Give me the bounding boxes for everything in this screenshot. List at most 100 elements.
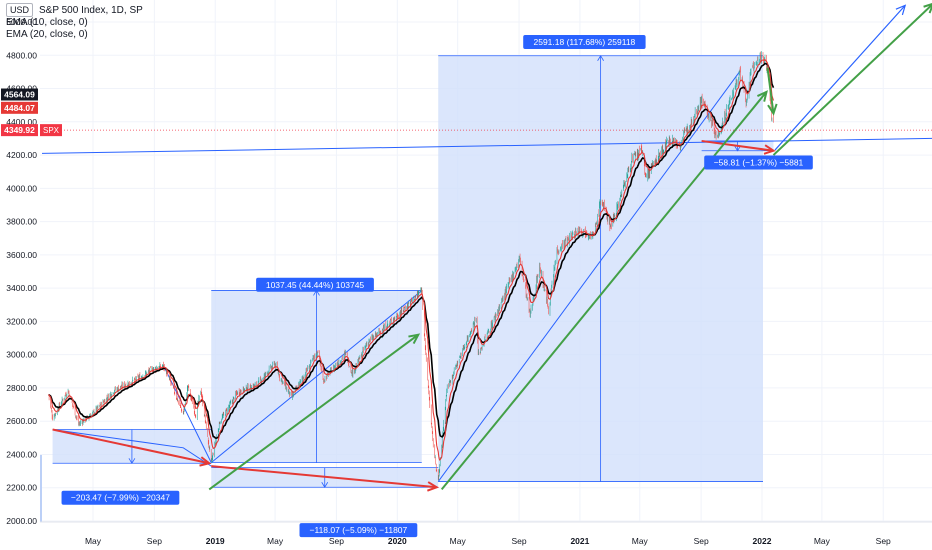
y-tick-label: 3400.00: [6, 283, 37, 293]
measure-arrowhead: [128, 458, 136, 465]
red-arrow-shaft: [211, 465, 437, 489]
measure-labels: 1037.45 (44.44%) 103745 2591.18 (117.68%)…: [61, 34, 813, 538]
x-tick-label: May: [450, 536, 467, 546]
measure-label-text: 2591.18 (117.68%) 259118: [534, 37, 636, 47]
ema20-line: [48, 62, 775, 440]
price-tag: 4349.92 SPX: [1, 124, 62, 137]
price-tag: 4484.07: [1, 101, 38, 114]
y-tick-label: 5000.00: [6, 17, 37, 27]
measure-label-text: −58.81 (−1.37%) −5881: [714, 158, 804, 168]
price-tag-text: 4564.09: [4, 90, 35, 100]
measure-ranges[interactable]: [52, 54, 774, 489]
x-tick-label: 2021: [570, 536, 589, 546]
axis-highlight: [40, 455, 42, 522]
measure-arrowhead: [597, 54, 604, 61]
x-tick-label: Sep: [511, 536, 526, 546]
y-tick-label: 2200.00: [6, 483, 37, 493]
price-tag-bg: [1, 124, 38, 137]
red-arrow-shaft: [52, 428, 210, 465]
x-tick-label: 2020: [388, 536, 407, 546]
red-arrow-head: [763, 144, 776, 155]
measure-label: −58.81 (−1.37%) −5881: [704, 155, 813, 170]
currency-badge[interactable]: USD: [6, 3, 34, 17]
measure-label-bg: [704, 155, 813, 170]
y-tick-label: 2800.00: [6, 383, 37, 393]
green-arrow[interactable]: [772, 3, 932, 156]
price-axis-bg: [0, 0, 40, 550]
measure-label-bg: [256, 277, 374, 292]
x-tick-label: Sep: [329, 536, 344, 546]
y-tick-label: 4200.00: [6, 150, 37, 160]
blue-arrow-head: [895, 4, 907, 16]
y-tick-label: 3600.00: [6, 250, 37, 260]
measure-label-text: 1037.45 (44.44%) 103745: [266, 280, 365, 290]
red-arrow-head: [427, 481, 440, 492]
trendline[interactable]: [437, 70, 741, 482]
y-tick-label: 2600.00: [6, 416, 37, 426]
measure-label-bg: [61, 490, 180, 505]
x-tick-label: Sep: [694, 536, 709, 546]
measure-label: −203.47 (−7.99%) −20347: [61, 490, 180, 505]
measure-label: 1037.45 (44.44%) 103745: [256, 277, 374, 292]
legend-title-row: USD S&P 500 Index, 1D, SP: [6, 3, 143, 17]
y-tick-label: 4400.00: [6, 117, 37, 127]
y-tick-label: 2000.00: [6, 516, 37, 526]
measure-label: 2591.18 (117.68%) 259118: [523, 34, 646, 49]
price-tag-bg: [1, 88, 38, 101]
x-tick-label: 2022: [753, 536, 772, 546]
y-tick-label: 3000.00: [6, 350, 37, 360]
red-arrow[interactable]: [701, 139, 776, 155]
measure-label-text: −118.07 (−5.09%) −11807: [310, 525, 408, 535]
price-tag-text: 4484.07: [4, 103, 35, 113]
trendline[interactable]: [52, 429, 212, 467]
y-tick-label: 2400.00: [6, 449, 37, 459]
y-tick-label: 3800.00: [6, 217, 37, 227]
time-axis[interactable]: May Sep 2019 May Sep 2020 May Sep 2021 May Sep 2022…: [40, 521, 932, 546]
red-arrow[interactable]: [52, 428, 212, 467]
green-arrow-head: [923, 3, 932, 14]
symbol-title: S&P 500 Index, 1D, SP: [39, 5, 143, 16]
ema-lines: [40, 58, 932, 461]
x-tick-label: Sep: [147, 536, 162, 546]
price-tag: 4564.09: [1, 88, 38, 101]
measure-label-bg: [523, 34, 646, 49]
price-tag-text: 4349.92: [4, 125, 35, 135]
x-tick-label: Sep: [876, 536, 891, 546]
green-arrow-shaft: [208, 333, 419, 491]
legend-ema10: EMA (10, close, 0): [6, 17, 88, 28]
x-tick-label: May: [632, 536, 649, 546]
green-arrow-head: [408, 333, 421, 345]
measure-arrowhead: [321, 482, 329, 489]
trendline[interactable]: [210, 290, 423, 464]
y-tick-label: 4000.00: [6, 183, 37, 193]
y-tick-label: 3200.00: [6, 316, 37, 326]
price-tag-bg: [1, 101, 38, 114]
measure-label-bg: [299, 523, 418, 538]
trendline[interactable]: [163, 366, 212, 463]
price-axis[interactable]: 2000.00 2200.00 2400.00 2600.00 2800.00 3000.…: [0, 0, 62, 550]
blue-arrow-shaft: [774, 4, 906, 151]
y-tick-label: 4800.00: [6, 50, 37, 60]
ema10-line: [48, 58, 774, 461]
x-tick-label: May: [814, 536, 831, 546]
green-arrow-down-shaft: [766, 67, 775, 114]
green-arrow[interactable]: [208, 333, 421, 491]
blue-arrow[interactable]: [774, 4, 907, 151]
red-arrow[interactable]: [211, 465, 440, 492]
x-tick-label: May: [267, 536, 284, 546]
x-tick-label: 2019: [206, 536, 225, 546]
red-arrow-shaft: [701, 139, 774, 152]
symbol-tag-text: SPX: [43, 126, 60, 135]
symbol-tag-bg: [40, 124, 62, 137]
chart-legend: USD S&P 500 Index, 1D, SP EMA (10, close,…: [6, 3, 143, 41]
legend-ema20: EMA (20, close, 0): [6, 29, 88, 40]
measure-arrowhead: [734, 145, 741, 152]
green-arrow-head: [757, 90, 768, 102]
green-arrow-down-head: [767, 103, 778, 116]
x-tick-label: May: [85, 536, 102, 546]
green-arrow-down[interactable]: [766, 67, 778, 116]
measure-label: −118.07 (−5.09%) −11807: [299, 523, 418, 538]
measure-label-text: −203.47 (−7.99%) −20347: [71, 493, 170, 503]
red-arrow-head: [199, 456, 212, 467]
